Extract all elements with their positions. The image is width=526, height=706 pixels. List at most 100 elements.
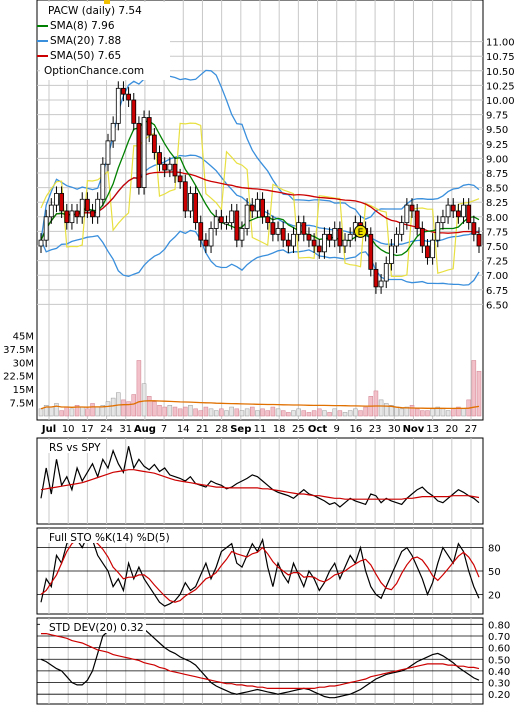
volume-bar	[394, 406, 399, 417]
volume-tick-label: 15M	[13, 385, 34, 396]
volume-bar	[450, 408, 456, 417]
candle-body	[280, 228, 286, 241]
volume-bar	[471, 360, 477, 417]
candle-body	[54, 193, 59, 206]
legend-sma50-label: SMA(50) 7.65	[50, 50, 121, 62]
price-tick-label: 9.25	[486, 140, 508, 151]
price-tick-label: 7.00	[486, 271, 508, 282]
volume-bar	[49, 406, 54, 417]
x-tick-label: 9	[334, 424, 340, 435]
candle-body	[131, 99, 137, 124]
x-tick-label: Oct	[308, 424, 327, 435]
candle-body	[198, 222, 204, 241]
stoch-title: Full STO %K(14) %D(5)	[49, 532, 170, 544]
candle-body	[430, 239, 436, 259]
volume-bar	[296, 408, 301, 417]
volume-bar	[440, 408, 446, 417]
indicator-tick-label: 0.80	[488, 620, 510, 631]
candle-body	[182, 181, 188, 212]
volume-bar	[435, 406, 441, 417]
x-tick-label: 16	[350, 424, 363, 435]
volume-bar	[332, 408, 337, 417]
candle-body	[388, 245, 394, 264]
x-tick-label: 18	[273, 424, 286, 435]
volume-bar	[208, 408, 214, 417]
candle-body	[151, 134, 157, 153]
candle-body	[249, 204, 255, 212]
price-tick-label: 9.75	[486, 111, 508, 122]
volume-bar	[229, 406, 234, 417]
x-tick-label: 31	[119, 424, 132, 435]
rs-lines	[40, 446, 480, 508]
candle-body	[48, 204, 54, 218]
volume-bar	[224, 410, 229, 417]
indicator-tick-label: 0.20	[488, 690, 510, 701]
volume-bar	[203, 406, 209, 417]
price-tick-label: 9.00	[486, 154, 508, 165]
candle-body	[461, 204, 466, 218]
volume-bar	[399, 408, 404, 417]
candle-body	[265, 216, 271, 224]
candle-body	[244, 204, 250, 229]
volume-bar	[420, 410, 425, 417]
candle-body	[373, 268, 379, 288]
rs-title: RS vs SPY	[49, 442, 101, 454]
price-tick-label: 9.50	[486, 125, 508, 136]
volume-bar	[74, 405, 80, 417]
candle-body	[172, 163, 178, 177]
x-axis-labels: Jul 10 17 24 31 Aug 7 14 21 28 Sep 11 18 25 Oct 9 16 23 30…	[41, 424, 478, 435]
candle-body	[270, 222, 276, 235]
price-tick-label: 7.50	[486, 242, 508, 253]
candle-body	[347, 233, 353, 241]
price-tick-label: 6.50	[486, 300, 508, 311]
watermark: OptionChance.com	[44, 65, 144, 77]
price-tick-label: 8.00	[486, 213, 508, 224]
candle-body	[74, 210, 80, 218]
candle-body	[208, 228, 214, 247]
volume-bar	[275, 408, 281, 417]
price-axis-labels: 11.00 10.75 10.50 10.25 10.00 9.75 9.50 9.25 9.0…	[486, 38, 515, 312]
candle-body	[455, 210, 461, 218]
volume-bar	[219, 408, 224, 417]
candle-body	[136, 122, 142, 188]
volume-bar	[126, 401, 131, 417]
volume-bar	[378, 399, 384, 417]
volume-bar	[79, 406, 85, 417]
candle-body	[146, 117, 152, 136]
candle-body	[115, 87, 121, 124]
price-tick-label: 10.75	[486, 52, 515, 63]
price-tick-label: 7.25	[486, 257, 508, 268]
sma50-line	[40, 171, 480, 241]
volume-bar	[301, 410, 307, 417]
volume-bar	[162, 406, 167, 417]
sma8-line	[40, 120, 480, 257]
x-tick-label: Jul	[41, 424, 56, 435]
price-tick-label: 8.50	[486, 184, 508, 195]
volume-bar	[430, 408, 435, 417]
volume-bar	[445, 410, 451, 417]
candle-body	[84, 198, 90, 212]
candle-body	[394, 233, 399, 247]
candle-body	[383, 263, 389, 282]
volume-bar	[280, 410, 286, 417]
price-legend: PACW (daily) 7.54 SMA(8) 7.96 SMA(20) 7.…	[37, 0, 170, 80]
volume-bar	[167, 405, 173, 417]
indicator-tick-label: 0.50	[488, 655, 510, 666]
legend-sma8-label: SMA(8) 7.96	[50, 20, 115, 32]
x-tick-label: 21	[196, 424, 209, 435]
volume-bar	[265, 410, 270, 417]
price-panel: 11.00 10.75 10.50 10.25 10.00 9.75 9.50 9.25 9.0…	[3, 0, 515, 421]
volume-bar	[152, 401, 157, 417]
candle-body	[378, 280, 384, 288]
volume-bar	[291, 410, 296, 417]
candle-body	[337, 228, 343, 247]
indicator-tick-label: 0.70	[488, 632, 510, 643]
volume-average-line	[40, 400, 480, 410]
candle-body	[419, 228, 425, 247]
volume-tick-label: 30M	[13, 358, 34, 369]
candle-body	[121, 87, 126, 95]
x-tick-label: Aug	[134, 424, 156, 435]
candle-body	[203, 239, 209, 247]
volume-bar	[456, 406, 461, 417]
candle-body	[399, 222, 405, 235]
